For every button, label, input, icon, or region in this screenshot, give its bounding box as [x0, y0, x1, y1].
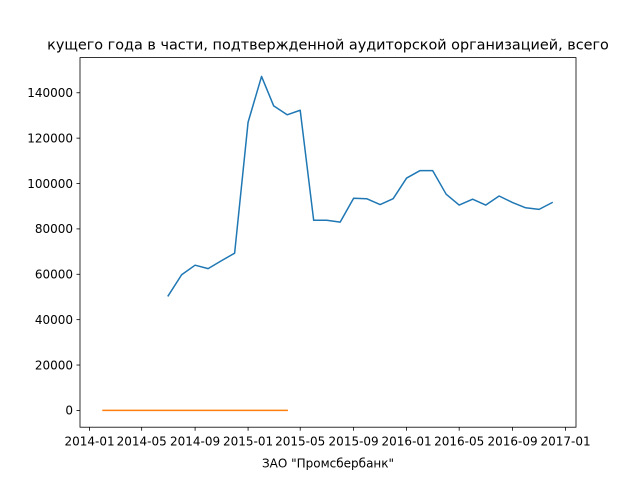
y-tick-label: 120000 — [27, 131, 73, 145]
x-tick-label: 2015-05 — [275, 435, 325, 449]
y-axis-ticks: 0 20000 40000 60000 80000 100000 120000 140000 — [27, 86, 80, 418]
x-tick-label: 2015-09 — [329, 435, 379, 449]
x-axis-ticks: 2014-01 2014-05 2014-09 2015-01 2015-05 2015-… — [64, 427, 591, 449]
y-tick-label: 40000 — [35, 313, 73, 327]
plot-frame — [79, 57, 577, 428]
x-tick-label: 2015-01 — [223, 435, 273, 449]
y-tick-label: 140000 — [27, 86, 73, 100]
x-tick-label: 2016-01 — [382, 435, 432, 449]
x-tick-label: 2014-09 — [170, 435, 220, 449]
x-axis-label: ЗАО "Промсбербанк" — [262, 457, 394, 471]
y-tick-label: 0 — [65, 404, 73, 418]
plot-lines — [102, 75, 554, 412]
y-tick-label: 100000 — [27, 177, 73, 191]
chart-title: кущего года в части, подтвержденной ауди… — [47, 38, 609, 54]
x-tick-label: 2016-05 — [434, 435, 484, 449]
y-tick-label: 60000 — [35, 268, 73, 282]
y-tick-label: 20000 — [35, 358, 73, 372]
series-line-0 — [167, 75, 554, 297]
x-tick-label: 2017-01 — [541, 435, 591, 449]
x-tick-label: 2014-05 — [117, 435, 167, 449]
x-tick-label: 2016-09 — [488, 435, 538, 449]
y-tick-label: 80000 — [35, 222, 73, 236]
x-tick-label: 2014-01 — [64, 435, 114, 449]
